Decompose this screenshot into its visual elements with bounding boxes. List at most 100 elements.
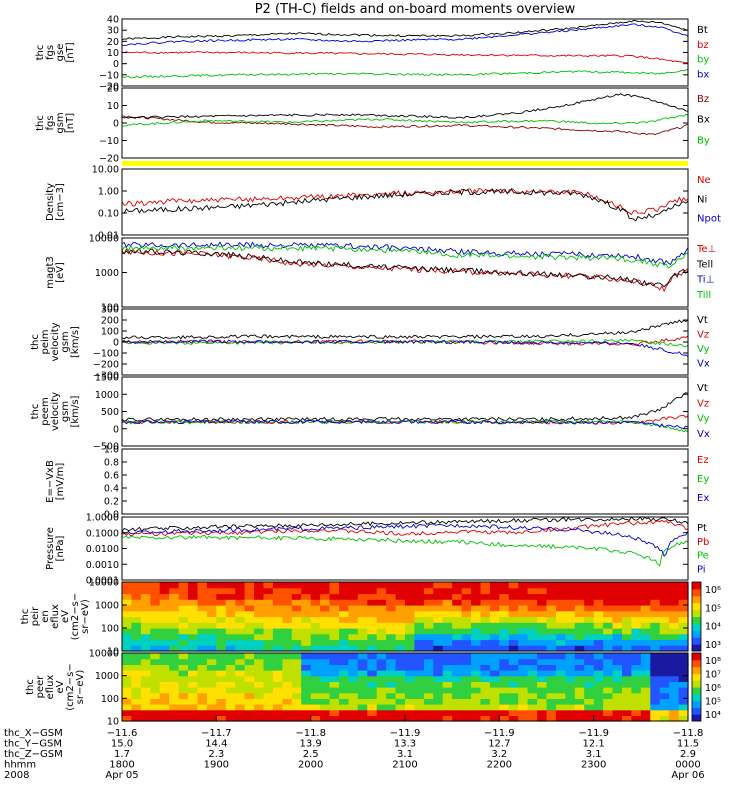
heatmap-cell	[555, 704, 566, 711]
y-tick-label: 300	[101, 305, 119, 316]
heatmap-cell	[659, 639, 670, 646]
y-tick-label: 10	[107, 48, 119, 59]
heatmap-cell	[555, 582, 566, 589]
heatmap-cell	[386, 709, 397, 716]
heatmap-cell	[442, 675, 453, 682]
heatmap-cell	[584, 610, 595, 618]
heatmap-cell	[310, 616, 321, 623]
heatmap-cell	[461, 709, 472, 716]
heatmap-cell	[489, 639, 500, 646]
heatmap-cell	[461, 616, 472, 623]
heatmap-cell	[122, 622, 132, 629]
heatmap-cell	[631, 616, 642, 623]
heatmap-cell	[206, 653, 217, 660]
heatmap-cell	[631, 675, 642, 682]
heatmap-cell	[584, 599, 595, 606]
heatmap-cell	[574, 593, 585, 600]
heatmap-cell	[650, 622, 661, 629]
x-axis: thc_X−GSM −11.6 −11.7 −11.8 −11.9 −11.9 −11.9−…	[4, 715, 705, 781]
heatmap-cell	[537, 715, 548, 722]
y-tick-label: 1500	[95, 373, 119, 384]
heatmap-cell	[169, 628, 180, 635]
heatmap-cell	[442, 687, 453, 694]
heatmap-cell	[348, 687, 359, 694]
heatmap-cell	[367, 587, 378, 595]
heatmap-cell	[244, 692, 255, 699]
heatmap-cell	[263, 715, 274, 722]
heatmap-cell	[301, 633, 312, 641]
heatmap-cell	[122, 616, 132, 623]
heatmap-cell	[348, 698, 359, 705]
heatmap-cell	[442, 593, 453, 600]
heatmap-cell	[518, 645, 529, 652]
heatmap-cell	[235, 605, 246, 612]
heatmap-cell	[442, 639, 453, 646]
heatmap-cell	[622, 616, 632, 623]
heatmap-cell	[357, 593, 368, 600]
heatmap-cell	[329, 610, 340, 618]
heatmap-cell	[169, 681, 180, 688]
heatmap-cell	[254, 687, 265, 694]
heatmap-cell	[310, 664, 321, 671]
series-line-Te⊥	[122, 248, 689, 293]
y-tick-label: −10	[99, 136, 119, 147]
y-tick-label: −100	[93, 349, 119, 360]
heatmap-cell	[631, 709, 642, 716]
heatmap-cell	[555, 616, 566, 623]
heatmap-cell	[442, 692, 453, 699]
y-axis-label: (cm2−s−	[65, 663, 76, 710]
heatmap-cell	[471, 715, 481, 722]
heatmap-cell	[640, 692, 651, 699]
heatmap-cell	[178, 658, 189, 665]
heatmap-cell	[537, 622, 548, 629]
heatmap-cell	[122, 687, 132, 694]
heatmap-cell	[584, 587, 595, 595]
heatmap-cell	[555, 692, 566, 699]
heatmap-cell	[499, 692, 510, 699]
legend-label: Ne	[697, 175, 711, 186]
heatmap-cell	[584, 605, 595, 612]
heatmap-cell	[537, 664, 548, 671]
heatmap-cell	[140, 633, 151, 641]
heatmap-cell	[461, 639, 472, 646]
heatmap-cell	[263, 709, 274, 716]
heatmap-cell	[593, 664, 604, 671]
heatmap-cell	[216, 704, 227, 711]
heatmap-cell	[471, 593, 481, 600]
heatmap-cell	[499, 681, 510, 688]
heatmap-cell	[131, 616, 142, 623]
heatmap-cell	[244, 639, 255, 646]
heatmap-cell	[565, 605, 576, 612]
heatmap-cell	[282, 658, 293, 665]
heatmap-cell	[489, 610, 500, 618]
y-axis-label: thc	[30, 404, 41, 420]
heatmap-cell	[584, 687, 595, 694]
heatmap-cell	[367, 599, 378, 606]
heatmap-cell	[405, 704, 415, 711]
heatmap-cell	[414, 715, 425, 722]
heatmap-cell	[669, 675, 680, 682]
heatmap-cell	[546, 628, 557, 635]
heatmap-cell	[272, 616, 283, 623]
heatmap-cell	[291, 639, 302, 646]
legend-label: Vz	[697, 330, 709, 341]
heatmap-cell	[376, 628, 387, 635]
heatmap-cell	[423, 633, 434, 641]
heatmap-cell	[272, 698, 283, 705]
ephemeris-row-label: 2008	[4, 770, 29, 781]
colorbar-tick-label: 10³	[705, 640, 721, 651]
heatmap-cell	[565, 593, 576, 600]
heatmap-cell	[555, 653, 566, 660]
heatmap-cell	[339, 616, 349, 623]
heatmap-cell	[442, 698, 453, 705]
heatmap-cell	[640, 658, 651, 665]
heatmap-cell	[555, 605, 566, 612]
heatmap-cell	[310, 593, 321, 600]
y-axis-label: [km/s]	[70, 395, 81, 427]
heatmap-cell	[254, 605, 265, 612]
heatmap-cell	[565, 599, 576, 606]
heatmap-cell	[386, 675, 397, 682]
heatmap-cell	[282, 582, 293, 589]
heatmap-cell	[301, 599, 312, 606]
